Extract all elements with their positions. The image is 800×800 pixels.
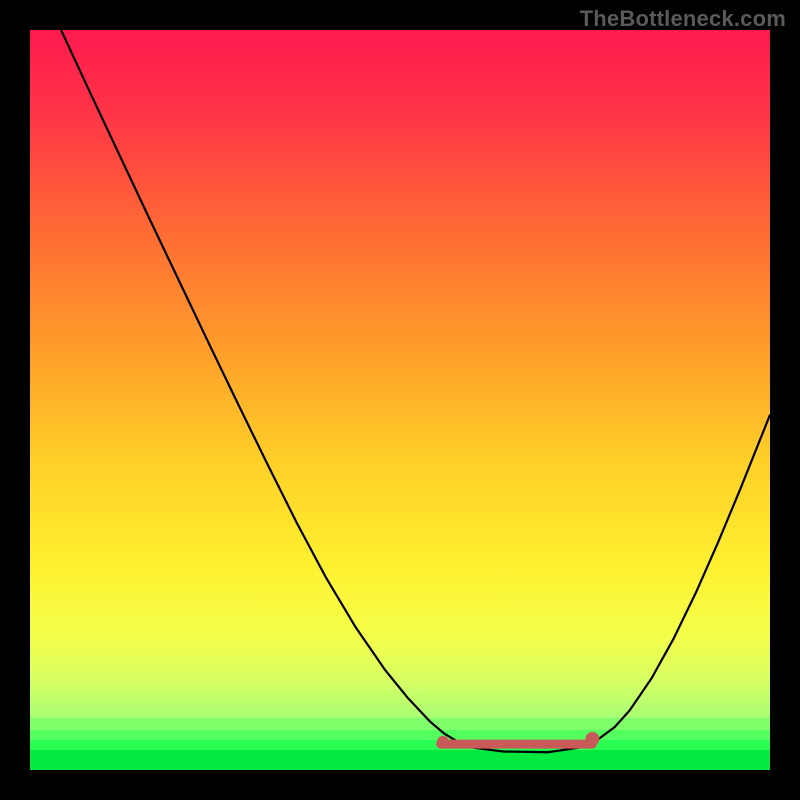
- optimal-range-end-dot: [585, 732, 599, 746]
- bottleneck-curve: [61, 30, 770, 752]
- watermark-text: TheBottleneck.com: [580, 6, 786, 32]
- chart-curve-layer: [30, 30, 770, 770]
- optimal-range-start-dot: [437, 736, 449, 748]
- chart-plot-area: [30, 30, 770, 770]
